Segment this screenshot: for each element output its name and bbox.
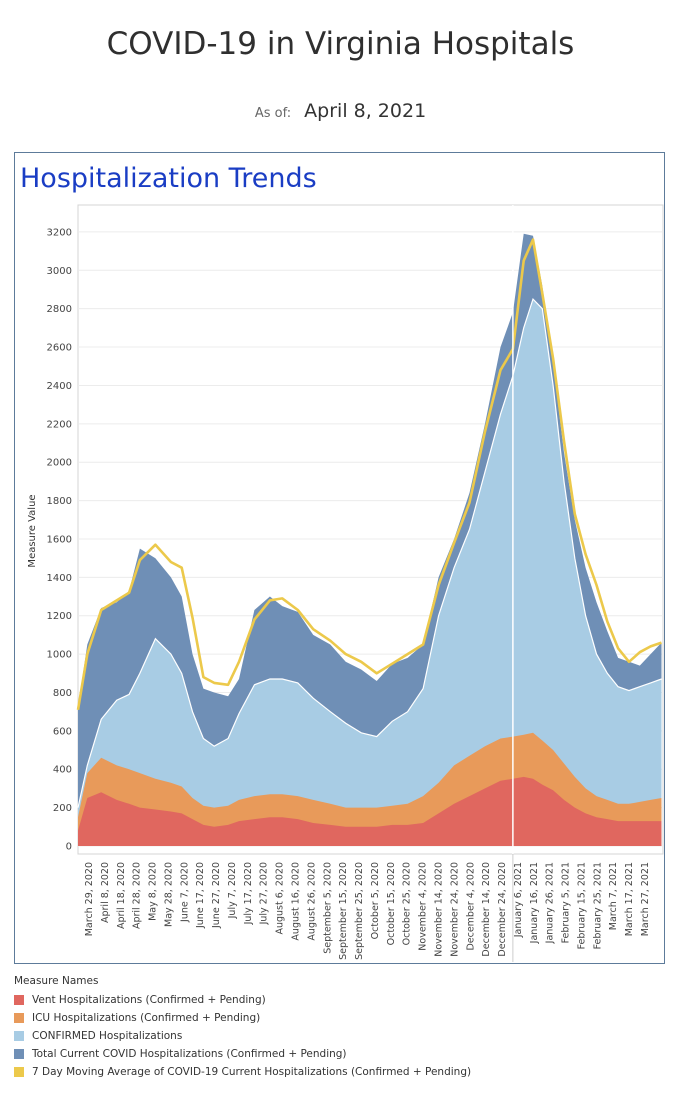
legend-item[interactable]: 7 Day Moving Average of COVID-19 Current…	[14, 1063, 471, 1081]
x-tick-label: March 17, 2021	[624, 862, 635, 936]
legend-swatch	[14, 1067, 24, 1077]
x-tick-label: January 6, 2021	[513, 862, 524, 938]
y-tick-label: 2600	[47, 343, 72, 354]
x-tick-label: April 18, 2020	[116, 862, 127, 929]
legend-label: CONFIRMED Hospitalizations	[32, 1030, 183, 1042]
legend-swatch	[14, 995, 24, 1005]
legend-swatch	[14, 1049, 24, 1059]
y-tick-label: 1200	[47, 611, 72, 622]
legend-item[interactable]: CONFIRMED Hospitalizations	[14, 1027, 471, 1045]
y-tick-label: 1400	[47, 573, 72, 584]
x-tick-label: July 27, 2020	[259, 862, 270, 925]
y-axis: 0 200 400 600 800 1000 1200 1400 1600 1800 2000 220…	[47, 227, 72, 852]
area-series	[77, 233, 662, 847]
x-tick-label: September 25, 2020	[354, 862, 365, 960]
as-of-label: As of:	[254, 106, 292, 121]
x-tick-label: March 7, 2021	[608, 862, 619, 930]
legend-swatch	[14, 1031, 24, 1041]
y-tick-label: 1000	[47, 650, 72, 661]
y-tick-label: 1800	[47, 496, 72, 507]
x-tick-label: July 17, 2020	[243, 862, 254, 925]
x-tick-label: June 27, 2020	[211, 862, 222, 929]
x-tick-label: August 6, 2020	[275, 862, 286, 935]
x-tick-label: December 14, 2020	[481, 862, 492, 957]
legend-title: Measure Names	[14, 975, 99, 987]
y-tick-label: 200	[53, 803, 72, 814]
x-tick-label: April 28, 2020	[132, 862, 143, 929]
legend: Measure Names Vent Hospitalizations (Con…	[14, 975, 471, 1081]
x-tick-label: December 4, 2020	[465, 862, 476, 951]
as-of-date: April 8, 2021	[304, 100, 427, 122]
y-tick-label: 2000	[47, 458, 72, 469]
x-tick-label: February 5, 2021	[561, 862, 572, 943]
x-tick-label: August 26, 2020	[306, 862, 317, 941]
x-tick-label: February 25, 2021	[592, 862, 603, 949]
x-tick-label: October 25, 2020	[402, 862, 413, 945]
y-tick-label: 3200	[47, 227, 72, 238]
y-tick-label: 0	[66, 842, 72, 853]
x-axis: March 29, 2020 April 8, 2020 April 18, 202…	[84, 862, 651, 960]
x-tick-label: March 29, 2020	[84, 862, 95, 936]
x-tick-label: November 14, 2020	[434, 862, 445, 957]
legend-label: Vent Hospitalizations (Confirmed + Pendi…	[32, 994, 266, 1006]
moving-average-line	[76, 238, 662, 711]
x-tick-label: July 7, 2020	[227, 862, 238, 919]
x-tick-label: March 27, 2021	[640, 862, 651, 936]
x-tick-label: January 26, 2021	[545, 862, 556, 944]
x-tick-label: November 4, 2020	[418, 862, 429, 951]
y-tick-label: 600	[53, 726, 72, 737]
x-tick-label: December 24, 2020	[497, 862, 508, 957]
y-axis-title: Measure Value	[27, 494, 38, 567]
x-tick-label: April 8, 2020	[100, 862, 111, 923]
line-series	[76, 205, 662, 962]
x-tick-label: June 17, 2020	[195, 862, 206, 929]
x-tick-label: November 24, 2020	[449, 862, 460, 957]
legend-label: 7 Day Moving Average of COVID-19 Current…	[32, 1066, 472, 1078]
area-vent	[78, 776, 662, 846]
chart-panel	[14, 152, 665, 964]
x-tick-label: May 8, 2020	[148, 862, 159, 921]
x-tick-label: October 15, 2020	[386, 862, 397, 945]
x-tick-label: June 7, 2020	[179, 862, 190, 923]
hospitalization-chart[interactable]: 0 200 400 600 800 1000 1200 1400 1600 1800 2000 220…	[0, 0, 681, 970]
x-tick-label: February 15, 2021	[577, 862, 588, 949]
x-tick-label: September 15, 2020	[338, 862, 349, 960]
y-tick-label: 2800	[47, 304, 72, 315]
legend-swatch	[14, 1013, 24, 1023]
panel-title: Hospitalization Trends	[20, 163, 317, 194]
y-tick-label: 400	[53, 765, 72, 776]
legend-label: Total Current COVID Hospitalizations (Co…	[32, 1048, 347, 1060]
y-tick-label: 1600	[47, 534, 72, 545]
x-tick-label: January 16, 2021	[529, 862, 540, 944]
y-tick-label: 800	[53, 688, 72, 699]
x-tick-label: October 5, 2020	[370, 862, 381, 939]
page-title: COVID-19 in Virginia Hospitals	[106, 26, 575, 62]
area-confirmed	[78, 299, 662, 847]
x-tick-label: August 16, 2020	[291, 862, 302, 941]
legend-item[interactable]: Vent Hospitalizations (Confirmed + Pendi…	[14, 991, 471, 1009]
y-tick-label: 2400	[47, 381, 72, 392]
legend-item[interactable]: ICU Hospitalizations (Confirmed + Pendin…	[14, 1009, 471, 1027]
x-tick-label: May 28, 2020	[163, 862, 174, 927]
legend-item[interactable]: Total Current COVID Hospitalizations (Co…	[14, 1045, 471, 1063]
x-tick-label: September 5, 2020	[322, 862, 333, 954]
legend-label: ICU Hospitalizations (Confirmed + Pendin…	[32, 1012, 261, 1024]
y-tick-label: 3000	[47, 266, 72, 277]
as-of-line: As of: April 8, 2021	[0, 100, 681, 122]
confirmed-edge-line	[77, 297, 662, 808]
y-tick-label: 2200	[47, 419, 72, 430]
